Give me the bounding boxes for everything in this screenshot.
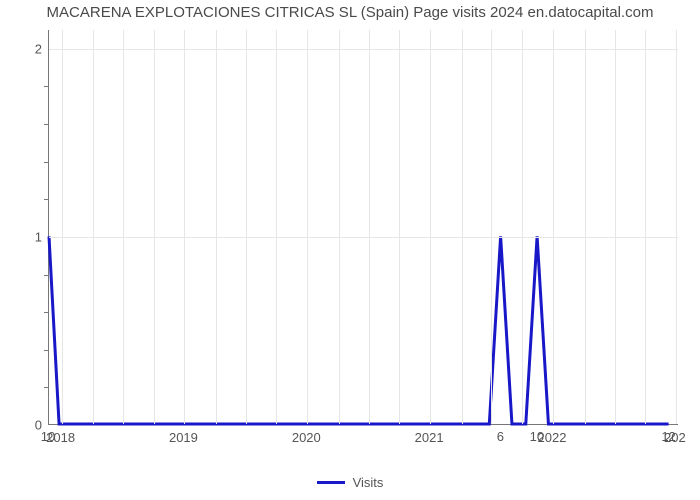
x-tick-label: 2019 [169, 430, 198, 445]
legend-label: Visits [353, 475, 384, 490]
grid-vertical [522, 30, 523, 424]
grid-vertical [123, 30, 124, 424]
grid-vertical [585, 30, 586, 424]
value-label: 10 [41, 429, 55, 444]
y-minor-tick [44, 124, 49, 125]
grid-vertical [462, 30, 463, 424]
grid-vertical [276, 30, 277, 424]
value-label: 12 [661, 429, 675, 444]
value-label: 10 [530, 429, 544, 444]
x-tick-label: 2021 [415, 430, 444, 445]
y-minor-tick [44, 86, 49, 87]
y-minor-tick [44, 312, 49, 313]
grid-vertical [184, 30, 185, 424]
grid-vertical [154, 30, 155, 424]
plot-area [48, 30, 678, 425]
grid-vertical [339, 30, 340, 424]
grid-vertical [430, 30, 431, 424]
grid-vertical [246, 30, 247, 424]
grid-vertical [399, 30, 400, 424]
grid-vertical [615, 30, 616, 424]
grid-vertical [307, 30, 308, 424]
y-minor-tick [44, 275, 49, 276]
grid-vertical [93, 30, 94, 424]
y-tick-label: 2 [6, 41, 42, 56]
grid-horizontal [49, 49, 678, 50]
grid-vertical [62, 30, 63, 424]
x-tick-label: 2020 [292, 430, 321, 445]
value-label: 6 [497, 429, 504, 444]
legend: Visits [0, 475, 700, 490]
grid-vertical [645, 30, 646, 424]
grid-vertical [676, 30, 677, 424]
grid-vertical [216, 30, 217, 424]
legend-swatch [317, 481, 345, 484]
chart-title: MACARENA EXPLOTACIONES CITRICAS SL (Spai… [0, 4, 700, 21]
grid-horizontal [49, 237, 678, 238]
grid-vertical [491, 30, 492, 424]
chart-wrapper: { "chart": { "type": "line", "title": "M… [0, 0, 700, 500]
y-tick-label: 1 [6, 229, 42, 244]
y-minor-tick [44, 162, 49, 163]
grid-vertical [553, 30, 554, 424]
y-minor-tick [44, 387, 49, 388]
y-tick-label: 0 [6, 418, 42, 433]
grid-vertical [369, 30, 370, 424]
y-minor-tick [44, 350, 49, 351]
y-minor-tick [44, 199, 49, 200]
